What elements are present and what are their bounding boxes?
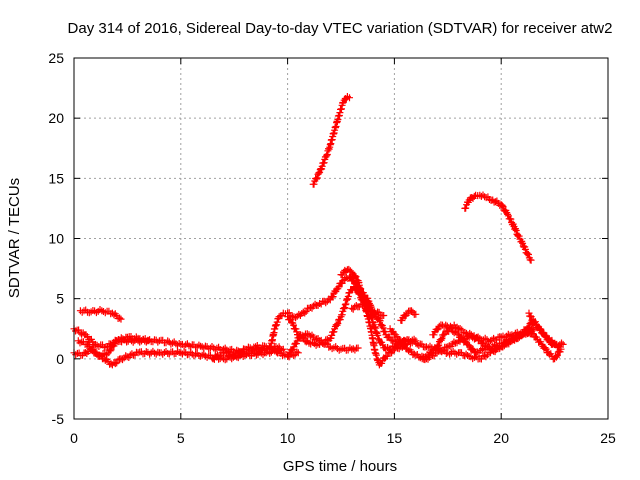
y-tick-label: 5 [56, 291, 64, 307]
chart-title: Day 314 of 2016, Sidereal Day-to-day VTE… [68, 20, 613, 37]
series-trace-p [525, 309, 567, 350]
series-trace-d [70, 333, 153, 360]
y-tick-label: 10 [48, 231, 64, 247]
x-tick-label: 10 [280, 430, 296, 446]
series-trace-h [284, 330, 362, 359]
data-point-markers [76, 306, 125, 323]
series-trace-s [429, 321, 456, 339]
series-trace-i [309, 93, 353, 188]
y-tick-label: 20 [48, 110, 64, 126]
data-marks [70, 93, 567, 369]
data-point-markers [525, 309, 567, 350]
data-point-markers [309, 93, 353, 188]
data-point-markers [70, 333, 153, 360]
data-point-markers [429, 321, 456, 339]
y-tick-label: -5 [52, 411, 65, 427]
series-trace-r [397, 307, 420, 324]
y-axis-label: SDTVAR / TECUs [6, 178, 23, 298]
x-tick-label: 0 [70, 430, 78, 446]
y-tick-label: 15 [48, 170, 64, 186]
x-tick-label: 25 [600, 430, 616, 446]
data-point-markers [450, 321, 537, 354]
grid-lines [74, 58, 608, 419]
x-tick-label: 15 [387, 430, 403, 446]
series-trace-q [461, 191, 535, 264]
data-point-markers [284, 330, 362, 359]
x-tick-label: 20 [493, 430, 509, 446]
plot-frame [73, 57, 609, 420]
data-point-markers [348, 300, 388, 320]
data-point-markers [461, 191, 535, 264]
y-tick-label: 25 [48, 50, 64, 66]
series-trace-a [76, 306, 125, 323]
tick-labels: 0 5 10 15 20 25 -5 0 5 10 15 20 25 [48, 50, 616, 446]
x-tick-label: 5 [177, 430, 185, 446]
y-tick-label: 0 [56, 351, 64, 367]
series-trace-t [348, 300, 388, 320]
x-axis-label: GPS time / hours [283, 458, 397, 475]
data-point-markers [397, 307, 420, 324]
series-trace-o [450, 321, 537, 354]
